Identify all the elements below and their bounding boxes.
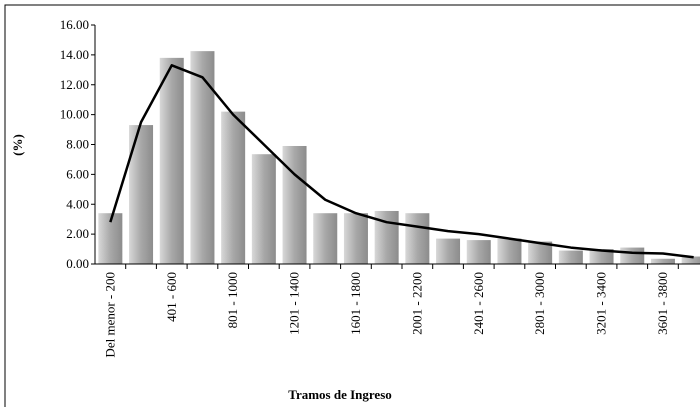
y-tick-label: 16.00 — [60, 17, 89, 32]
bar — [251, 154, 276, 264]
y-tick-label: 2.00 — [66, 226, 89, 241]
bar — [650, 258, 675, 264]
x-tick-label: 2801 - 3000 — [532, 272, 547, 335]
bar — [190, 51, 215, 264]
y-tick-label: 12.00 — [60, 77, 89, 92]
x-tick-label: 2401 - 2600 — [471, 272, 486, 335]
bar — [681, 256, 700, 264]
y-tick-label: 10.00 — [60, 107, 89, 122]
bar — [313, 213, 338, 264]
x-tick-label: Del menor - 200 — [102, 272, 117, 358]
x-tick-label: 1201 - 1400 — [287, 272, 302, 335]
y-tick-label: 14.00 — [60, 47, 89, 62]
bar — [221, 111, 246, 264]
bar — [466, 240, 491, 264]
bar — [528, 241, 553, 264]
bar — [282, 145, 307, 264]
bar — [405, 213, 430, 264]
y-tick-label: 0.00 — [66, 256, 89, 271]
bar — [558, 250, 583, 264]
y-axis-label: (%) — [10, 134, 25, 156]
bar — [620, 247, 645, 264]
bar — [343, 213, 368, 264]
y-tick-label: 6.00 — [66, 166, 89, 181]
x-tick-label: 3201 - 3400 — [594, 272, 609, 335]
bar — [159, 57, 184, 264]
line — [109, 64, 694, 259]
x-tick-label: 1601 - 1800 — [348, 272, 363, 335]
x-axis-label: Tramos de Ingreso — [288, 387, 392, 402]
x-tick-label: 3601 - 3800 — [655, 272, 670, 335]
y-tick-label: 4.00 — [66, 196, 89, 211]
bar — [497, 238, 522, 264]
x-tick-label: 2001 - 2200 — [409, 272, 424, 335]
y-tick-label: 8.00 — [66, 137, 89, 152]
bar — [589, 249, 614, 264]
x-tick-label: 401 - 600 — [164, 272, 179, 322]
x-tick-label: 801 - 1000 — [225, 272, 240, 328]
bar — [436, 238, 461, 264]
chart-frame — [4, 4, 700, 412]
